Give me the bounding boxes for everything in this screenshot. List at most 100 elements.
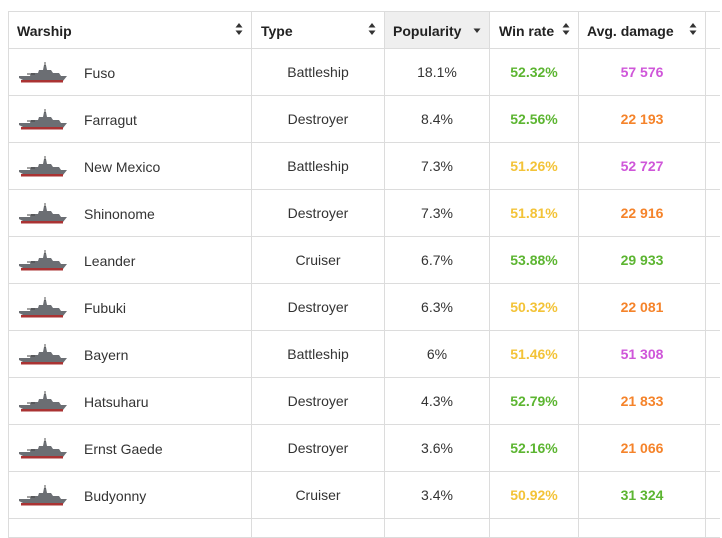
- table-row[interactable]: Shinonome Destroyer 7.3% 51.81% 22 916: [8, 189, 720, 237]
- extra-cell: [705, 283, 720, 331]
- warship-cell: Leander: [8, 236, 252, 284]
- win-rate-cell: 52.79%: [489, 377, 579, 425]
- popularity-cell: 6%: [384, 330, 490, 378]
- win-rate-cell: 51.46%: [489, 330, 579, 378]
- win-rate-cell: 51.81%: [489, 189, 579, 237]
- type-cell: Battleship: [251, 330, 385, 378]
- popularity-cell: 4.3%: [384, 377, 490, 425]
- avg-damage-cell: 22 916: [578, 189, 706, 237]
- warship-name[interactable]: Hatsuharu: [84, 394, 149, 410]
- avg-damage-cell: 21 833: [578, 377, 706, 425]
- type-cell: Cruiser: [251, 471, 385, 519]
- destroyer-icon: [19, 391, 67, 412]
- warship-name[interactable]: Shinonome: [84, 206, 155, 222]
- extra-cell: [705, 189, 720, 237]
- warship-cell: Bayern: [8, 330, 252, 378]
- warship-cell: Farragut: [8, 95, 252, 143]
- extra-cell: [705, 377, 720, 425]
- extra-cell: [705, 142, 720, 190]
- destroyer-icon: [19, 438, 67, 459]
- warship-name[interactable]: Bayern: [84, 347, 129, 363]
- avg-damage-cell: 29 933: [578, 236, 706, 284]
- warship-cell: Fuso: [8, 48, 252, 96]
- table-row[interactable]: New Mexico Battleship 7.3% 51.26% 52 727: [8, 142, 720, 190]
- sort-icon: [368, 23, 376, 35]
- type-cell: Destroyer: [251, 424, 385, 472]
- avg-damage-cell: 51 308: [578, 330, 706, 378]
- popularity-cell: 3.4%: [384, 471, 490, 519]
- type-cell: Destroyer: [251, 283, 385, 331]
- popularity-cell: 6.7%: [384, 236, 490, 284]
- cruiser-icon: [19, 485, 67, 506]
- table-body: Fuso Battleship 18.1% 52.32% 57 576 Farragut D…: [8, 48, 720, 538]
- empty-cell: [489, 518, 579, 538]
- table-row[interactable]: Bayern Battleship 6% 51.46% 51 308: [8, 330, 720, 378]
- popularity-cell: 7.3%: [384, 189, 490, 237]
- header-row: Warship Type Popularity Win rate Avg. da…: [8, 11, 720, 49]
- column-label: Popularity: [393, 23, 462, 39]
- sort-icon: [235, 23, 243, 35]
- extra-cell: [705, 48, 720, 96]
- column-header-avg-damage[interactable]: Avg. damage: [578, 11, 706, 49]
- sort-descending-icon: [473, 28, 481, 33]
- win-rate-cell: 50.92%: [489, 471, 579, 519]
- destroyer-icon: [19, 297, 67, 318]
- avg-damage-cell: 52 727: [578, 142, 706, 190]
- table-row[interactable]: Hatsuharu Destroyer 4.3% 52.79% 21 833: [8, 377, 720, 425]
- empty-cell: [251, 518, 385, 538]
- avg-damage-cell: 22 193: [578, 95, 706, 143]
- warship-cell: Budyonny: [8, 471, 252, 519]
- win-rate-cell: 51.26%: [489, 142, 579, 190]
- sort-icon: [562, 23, 570, 35]
- popularity-cell: 3.6%: [384, 424, 490, 472]
- column-header-type[interactable]: Type: [251, 11, 385, 49]
- column-header-win-rate[interactable]: Win rate: [489, 11, 579, 49]
- column-header-popularity[interactable]: Popularity: [384, 11, 490, 49]
- warship-cell: New Mexico: [8, 142, 252, 190]
- table-row[interactable]: Leander Cruiser 6.7% 53.88% 29 933: [8, 236, 720, 284]
- extra-cell: [705, 95, 720, 143]
- table-row[interactable]: Farragut Destroyer 8.4% 52.56% 22 193: [8, 95, 720, 143]
- warship-name[interactable]: Fuso: [84, 65, 116, 81]
- warship-name[interactable]: Farragut: [84, 112, 137, 128]
- avg-damage-cell: 22 081: [578, 283, 706, 331]
- cruiser-icon: [19, 250, 67, 271]
- win-rate-cell: 52.32%: [489, 48, 579, 96]
- battleship-icon: [19, 156, 67, 177]
- extra-cell: [705, 424, 720, 472]
- popularity-cell: 8.4%: [384, 95, 490, 143]
- empty-cell: [578, 518, 706, 538]
- column-label: Warship: [17, 23, 72, 39]
- table-row[interactable]: Fubuki Destroyer 6.3% 50.32% 22 081: [8, 283, 720, 331]
- win-rate-cell: 52.56%: [489, 95, 579, 143]
- warship-cell: Ernst Gaede: [8, 424, 252, 472]
- win-rate-cell: 53.88%: [489, 236, 579, 284]
- warship-name[interactable]: Budyonny: [84, 488, 147, 504]
- column-header-warship[interactable]: Warship: [8, 11, 252, 49]
- warship-name[interactable]: Leander: [84, 253, 136, 269]
- type-cell: Cruiser: [251, 236, 385, 284]
- table-row[interactable]: Budyonny Cruiser 3.4% 50.92% 31 324: [8, 471, 720, 519]
- warship-cell: Fubuki: [8, 283, 252, 331]
- type-cell: Battleship: [251, 48, 385, 96]
- empty-cell: [8, 518, 252, 538]
- column-label: Avg. damage: [587, 23, 674, 39]
- warship-name[interactable]: Fubuki: [84, 300, 127, 316]
- battleship-icon: [19, 344, 67, 365]
- destroyer-icon: [19, 203, 67, 224]
- extra-cell: [705, 236, 720, 284]
- type-cell: Destroyer: [251, 377, 385, 425]
- column-label: Type: [261, 23, 293, 39]
- warship-name[interactable]: New Mexico: [84, 159, 161, 175]
- table-row[interactable]: Ernst Gaede Destroyer 3.6% 52.16% 21 066: [8, 424, 720, 472]
- popularity-cell: 7.3%: [384, 142, 490, 190]
- type-cell: Battleship: [251, 142, 385, 190]
- popularity-cell: 18.1%: [384, 48, 490, 96]
- table-row[interactable]: Fuso Battleship 18.1% 52.32% 57 576: [8, 48, 720, 96]
- table-row-partial: [8, 518, 720, 538]
- column-label: Win rate: [499, 23, 555, 39]
- warship-name[interactable]: Ernst Gaede: [84, 441, 163, 457]
- avg-damage-cell: 31 324: [578, 471, 706, 519]
- type-cell: Destroyer: [251, 189, 385, 237]
- extra-cell: [705, 471, 720, 519]
